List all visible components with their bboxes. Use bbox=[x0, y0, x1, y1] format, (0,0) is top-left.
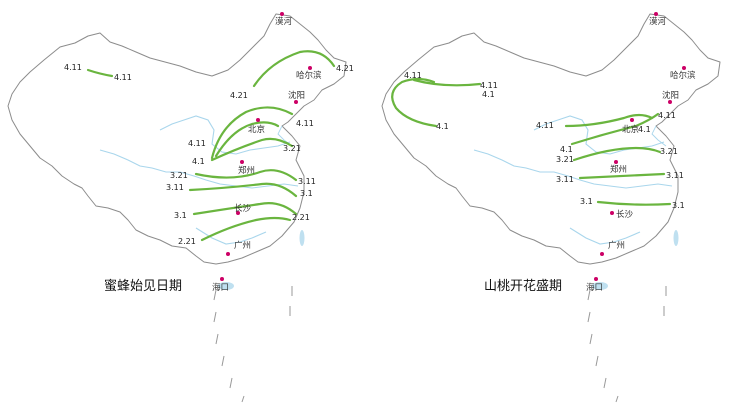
isoline bbox=[214, 121, 280, 158]
isoline bbox=[200, 216, 292, 242]
isoline bbox=[578, 172, 666, 180]
city-dot bbox=[280, 12, 284, 16]
city-dot bbox=[220, 277, 224, 281]
isoline-label: 4.11 bbox=[536, 121, 554, 130]
city-label: 哈尔滨 bbox=[296, 70, 322, 81]
city-label: 长沙 bbox=[234, 203, 252, 214]
isoline-label: 4.11 bbox=[114, 73, 132, 82]
city-dot bbox=[226, 252, 230, 256]
isoline bbox=[252, 50, 336, 88]
isoline-label: 3.21 bbox=[170, 171, 188, 180]
city-dot bbox=[668, 100, 672, 104]
city-label: 漠河 bbox=[649, 16, 667, 27]
isoline-label: 4.11 bbox=[64, 63, 82, 72]
isoline-label: 3.1 bbox=[300, 189, 313, 198]
city-dot bbox=[654, 12, 658, 16]
isoline-label: 3.1 bbox=[174, 211, 187, 220]
city-dot bbox=[682, 66, 686, 70]
city-dot bbox=[630, 118, 634, 122]
city-dot bbox=[236, 211, 240, 215]
isoline-label: 4.1 bbox=[482, 90, 495, 99]
isoline-label: 3.1 bbox=[672, 201, 685, 210]
isoline-labels-right: 4.11 4.11 4.1 4.1 4.11 4.11 4.1 4.1 3.21… bbox=[404, 71, 685, 210]
map-caption: 蜜蜂始见日期 bbox=[104, 279, 182, 294]
isoline-labels-left: 4.11 4.11 4.21 4.21 4.11 3.21 4.11 4.1 3… bbox=[64, 63, 354, 246]
isoline-label: 4.11 bbox=[296, 119, 314, 128]
city-label: 广州 bbox=[608, 240, 625, 251]
isoline-label: 4.11 bbox=[658, 111, 676, 120]
isolines-right bbox=[391, 77, 672, 206]
city-dot bbox=[600, 252, 604, 256]
isoline-label: 4.1 bbox=[560, 145, 573, 154]
isoline-label: 4.1 bbox=[436, 122, 449, 131]
map-right: 4.11 4.11 4.1 4.1 4.11 4.11 4.1 4.1 3.21… bbox=[381, 12, 721, 403]
city-label: 长沙 bbox=[616, 209, 634, 220]
city-dot bbox=[308, 66, 312, 70]
city-label: 沈阳 bbox=[288, 90, 305, 101]
isoline bbox=[596, 200, 672, 206]
isoline bbox=[570, 112, 660, 146]
isoline-label: 3.21 bbox=[660, 147, 678, 156]
isolines-left bbox=[86, 50, 336, 242]
isoline bbox=[210, 137, 294, 162]
city-dot bbox=[614, 160, 618, 164]
city-label: 广州 bbox=[234, 240, 251, 251]
city-label: 海口 bbox=[586, 282, 603, 293]
isoline-label: 4.21 bbox=[336, 64, 354, 73]
isoline-label: 3.11 bbox=[556, 175, 574, 184]
city-dot bbox=[256, 118, 260, 122]
isoline bbox=[391, 77, 438, 128]
city-dot bbox=[610, 211, 614, 215]
isoline-label: 2.21 bbox=[292, 213, 310, 222]
isoline bbox=[412, 78, 482, 87]
city-label: 哈尔滨 bbox=[670, 70, 696, 81]
cities-right: 漠河 哈尔滨 沈阳 北京 郑州 长沙 广州 海口 bbox=[586, 12, 696, 293]
map-caption: 山桃开花盛期 bbox=[484, 278, 562, 294]
city-label: 北京 bbox=[622, 124, 639, 135]
isoline-label: 2.21 bbox=[178, 237, 196, 246]
isoline-label: 4.11 bbox=[480, 81, 498, 90]
isoline bbox=[194, 169, 298, 182]
isoline-label: 3.21 bbox=[556, 155, 574, 164]
city-label: 漠河 bbox=[275, 16, 293, 27]
isoline-label: 3.11 bbox=[666, 171, 684, 180]
city-dot bbox=[240, 160, 244, 164]
city-dot bbox=[594, 277, 598, 281]
isoline-label: 3.1 bbox=[580, 197, 593, 206]
isoline bbox=[188, 182, 298, 198]
isoline-label: 4.11 bbox=[188, 139, 206, 148]
isoline-label: 4.21 bbox=[230, 91, 248, 100]
city-label: 海口 bbox=[212, 282, 229, 293]
isoline-label: 4.11 bbox=[404, 71, 422, 80]
isoline-label: 3.21 bbox=[283, 144, 301, 153]
isoline bbox=[564, 113, 654, 128]
city-dot bbox=[294, 100, 298, 104]
isoline bbox=[86, 68, 114, 78]
isoline-label: 3.11 bbox=[166, 183, 184, 192]
city-label: 郑州 bbox=[238, 165, 255, 176]
isoline-label: 4.1 bbox=[192, 157, 205, 166]
isoline bbox=[210, 106, 294, 160]
city-label: 郑州 bbox=[610, 164, 627, 175]
isoline bbox=[192, 202, 298, 216]
isoline-label: 3.11 bbox=[298, 177, 316, 186]
map-left: 4.11 4.11 4.21 4.21 4.11 3.21 4.11 4.1 3… bbox=[7, 12, 354, 403]
isoline-label: 4.1 bbox=[638, 125, 651, 134]
city-label: 北京 bbox=[248, 124, 265, 135]
cities-left: 漠河 哈尔滨 沈阳 北京 郑州 长沙 广州 海口 bbox=[212, 12, 322, 293]
isoline bbox=[572, 146, 662, 162]
city-label: 沈阳 bbox=[662, 90, 679, 101]
